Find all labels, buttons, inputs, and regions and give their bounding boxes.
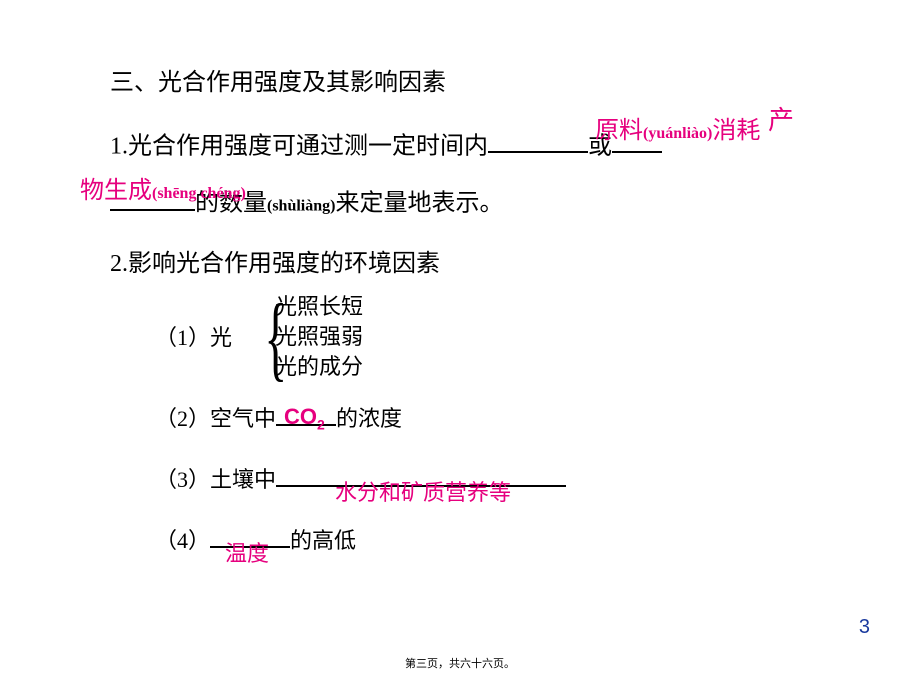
annot2-text: 物生成 (80, 178, 152, 204)
factor-3: （3）土壤中 水分和矿质营养等 (155, 461, 870, 494)
brace-item: 光的成分 (275, 352, 870, 382)
annot-chan: 产 (768, 100, 794, 137)
f3-a: （3）土壤中 (155, 467, 276, 492)
annot1-text: 原料 (595, 118, 643, 144)
co2-sub: 2 (317, 416, 325, 432)
p1-pinyin2: (shùliàng) (267, 198, 335, 215)
brace-icon: { (264, 292, 287, 382)
factor-2: （2）空气中CO2的浓度 (155, 400, 870, 433)
co2-fill: CO2 (284, 404, 325, 432)
soil-fill: 水分和矿质营养等 (335, 475, 511, 507)
blank-co2: CO2 (276, 400, 336, 426)
page-number: 3 (859, 616, 870, 639)
paragraph-2: 2.影响光合作用强度的环境因素 (110, 246, 870, 282)
blank-1 (488, 125, 588, 153)
brace-item: 光照强弱 (275, 322, 870, 352)
f2-a: （2）空气中 (155, 406, 276, 431)
section-title: 三、光合作用强度及其影响因素 (110, 65, 870, 101)
p1-part1: 1.光合作用强度可通过测一定时间内 (110, 133, 488, 159)
brace-item: 光照长短 (275, 292, 870, 322)
light-group: （1）光 { 光照长短 光照强弱 光的成分 (155, 292, 870, 382)
temp-fill: 温度 (225, 536, 269, 568)
f2-b: 的浓度 (336, 406, 402, 431)
annot2-pinyin: (shēng chéng) (152, 185, 246, 202)
factor-1-label: （1）光 (155, 320, 232, 352)
f4-a: （4） (155, 528, 210, 553)
annot-yuanliao: 原料(yuánliào)消耗 (595, 110, 760, 145)
annot1-pinyin: (yuánliào) (643, 125, 712, 142)
annot-shengcheng: 物生成(shēng chéng) (80, 170, 246, 205)
co2-text: CO (284, 404, 317, 429)
f4-b: 的高低 (290, 528, 356, 553)
factor-4: （4）的高低 温度 (155, 522, 870, 555)
footer-text: 第三页，共六十六页。 (0, 655, 920, 671)
annot1-tail: 消耗 (712, 118, 760, 144)
p1-part3: 来定量地表示。 (335, 191, 503, 217)
